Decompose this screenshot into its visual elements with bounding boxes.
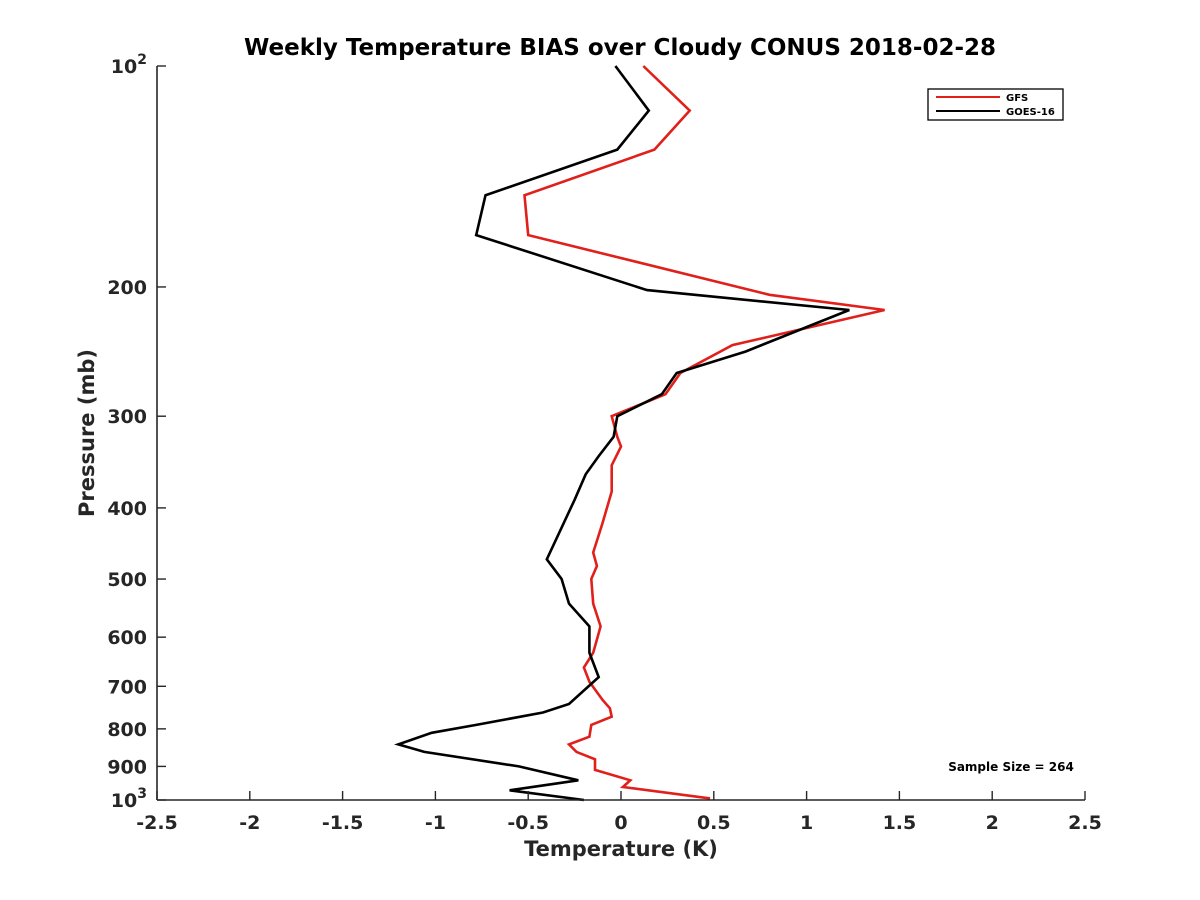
series-line-gfs xyxy=(523,65,885,800)
x-tick-label: -2 xyxy=(239,812,260,834)
legend-label-gfs: GFS xyxy=(1006,93,1028,104)
x-tick-label: -2.5 xyxy=(136,812,178,834)
x-tick-label: 1.5 xyxy=(883,812,917,834)
series-layer xyxy=(394,65,885,802)
y-tick-label: 600 xyxy=(107,627,147,649)
x-axis-label: Temperature (K) xyxy=(524,837,718,861)
x-ticks: -2.5 -2 -1.5 -1 -0.5 0 0.5 1 1.5 2 2.5 xyxy=(136,791,1102,834)
sample-size-annotation: Sample Size = 264 xyxy=(948,760,1074,774)
y-tick-label: 800 xyxy=(107,719,147,741)
x-tick-label: -1.5 xyxy=(322,812,364,834)
y-tick-label: 500 xyxy=(107,569,147,591)
chart-title: Weekly Temperature BIAS over Cloudy CONU… xyxy=(244,35,996,61)
legend: GFS GOES-16 xyxy=(927,88,1064,121)
x-tick-label: 0 xyxy=(614,812,627,834)
y-tick-label: 300 xyxy=(107,406,147,428)
x-tick-label: 2 xyxy=(986,812,999,834)
y-tick-label: 900 xyxy=(107,756,147,778)
series-line-goes16 xyxy=(394,65,850,802)
y-tick-label: 400 xyxy=(107,498,147,520)
x-tick-label: -1 xyxy=(425,812,446,834)
x-tick-label: -0.5 xyxy=(507,812,549,834)
x-tick-label: 1 xyxy=(800,812,813,834)
y-tick-label: 200 xyxy=(107,277,147,299)
y-axis-label: Pressure (mb) xyxy=(75,349,99,517)
y-tick-label: 700 xyxy=(107,676,147,698)
x-tick-label: 0.5 xyxy=(697,812,731,834)
x-tick-label: 2.5 xyxy=(1068,812,1102,834)
y-ticks: 102 200 300 400 500 600 700 800 900 103 xyxy=(107,52,166,812)
y-tick-label: 103 xyxy=(111,786,147,812)
legend-box xyxy=(927,88,1064,121)
y-tick-label: 102 xyxy=(111,52,147,78)
legend-label-goes16: GOES-16 xyxy=(1006,107,1055,118)
